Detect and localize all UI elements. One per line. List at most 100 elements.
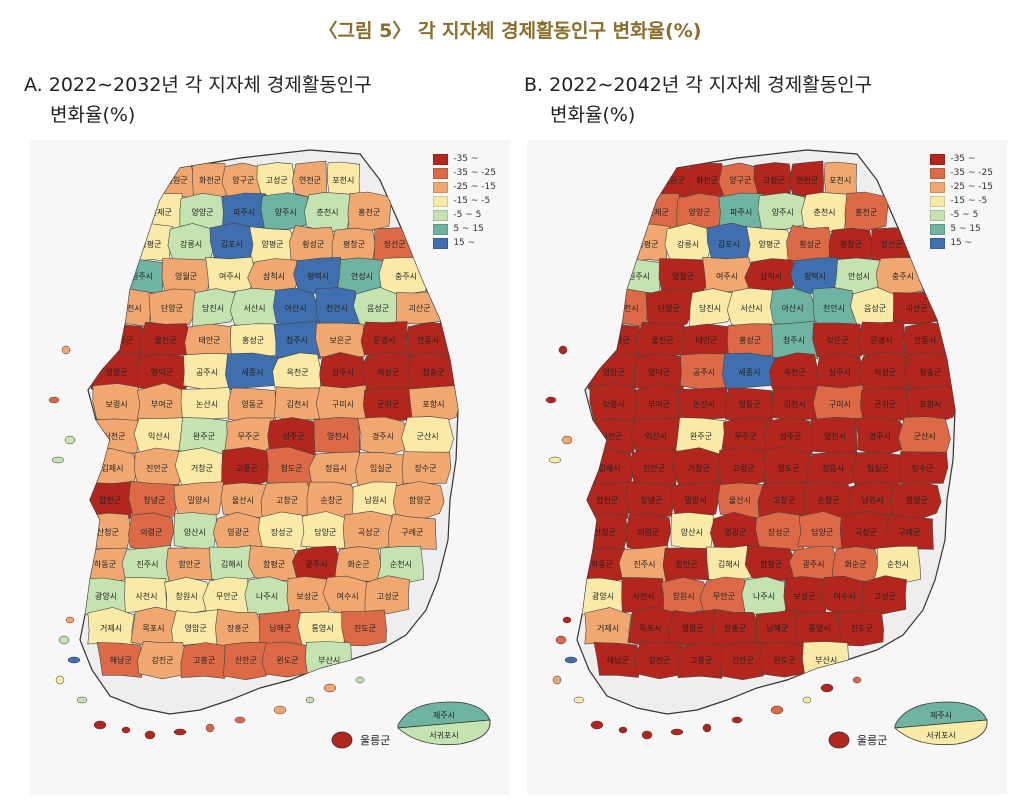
- region-label: 창녕군: [143, 496, 165, 505]
- island: [273, 705, 287, 715]
- region-label: 양양군: [688, 208, 710, 217]
- region-label: 익산시: [645, 431, 667, 441]
- region-label: 청주시: [286, 336, 308, 345]
- region-label: 안성시: [351, 271, 373, 281]
- region-label: 평택시: [804, 271, 826, 281]
- region-label: 하동군: [591, 559, 613, 569]
- region-단양군: [645, 288, 695, 328]
- region-label: 상주시: [829, 367, 851, 377]
- region-label: 김제시: [101, 463, 123, 473]
- region-label: 삼척시: [263, 271, 285, 281]
- island: [555, 635, 567, 645]
- region-진도군: [341, 609, 387, 647]
- region-청주시: [273, 320, 322, 360]
- region-label: 군산시: [914, 431, 936, 441]
- legend-swatch: [930, 223, 946, 235]
- region-label: 영동군: [241, 399, 263, 409]
- region-label: 광주시: [305, 559, 327, 569]
- legend-label: -15 ~ -5: [453, 196, 491, 206]
- region-label: 무안군: [713, 591, 735, 601]
- region-함양군: [392, 481, 445, 520]
- legend-item: -35 ~ -25: [930, 166, 993, 180]
- region-문경시: [360, 321, 409, 357]
- island: [641, 730, 653, 740]
- region-label: 영천시: [824, 431, 846, 441]
- region-label: 보령시: [603, 400, 625, 409]
- region-서귀포시: [894, 719, 988, 745]
- region-label: 통영시: [312, 623, 334, 633]
- region-label: 제천시: [617, 303, 639, 313]
- panel-a-title-line1: A. 2022∼2032년 각 지자체 경제활동인구: [24, 74, 372, 96]
- region-울릉군: [828, 731, 850, 749]
- region-당진시: [689, 288, 736, 327]
- region-label: 포항시: [919, 400, 941, 409]
- region-label: 괴산군: [408, 303, 430, 313]
- region-label: 영월군: [672, 271, 694, 281]
- legend-label: 5 ~ 15: [950, 224, 981, 234]
- legend-item: -35 ~ -25: [433, 166, 496, 180]
- region-label: 거창군: [191, 464, 213, 473]
- region-label: 청주시: [783, 336, 805, 345]
- island: [702, 723, 712, 733]
- legend-b: -35 ~ -35 ~ -25 -25 ~ -15 -15 ~ -5 -5 ~ 5 5 ~…: [930, 152, 993, 250]
- region-label: 당진시: [202, 303, 224, 313]
- island: [561, 435, 573, 445]
- region-label: 여주시: [716, 271, 738, 281]
- region-label: 함안군: [676, 559, 698, 569]
- jeju-label: 서귀포시: [926, 730, 955, 740]
- region-label: 충주시: [892, 272, 914, 281]
- region-label: 해남군: [110, 655, 132, 665]
- region-label: 구미시: [332, 400, 354, 409]
- region-label: 김천시: [784, 399, 806, 409]
- region-label: 목포시: [142, 624, 164, 633]
- figure-title: 〈그림 5〉 각 지자체 경제활동인구 변화율(%): [318, 20, 702, 42]
- island: [590, 720, 604, 730]
- island: [731, 716, 743, 724]
- region-label: 논산시: [693, 399, 715, 409]
- region-label: 영암군: [682, 623, 704, 633]
- region-label: 장흥군: [724, 623, 746, 633]
- legend-swatch: [433, 195, 449, 207]
- region-포항시: [905, 385, 955, 425]
- region-label: 광양시: [95, 591, 117, 601]
- legend-swatch: [930, 195, 946, 207]
- region-울릉군: [331, 731, 353, 749]
- region-label: 춘천시: [316, 207, 338, 217]
- region-label: 세종시: [738, 368, 760, 377]
- region-포항시: [408, 385, 458, 425]
- region-label: 양주시: [772, 208, 794, 217]
- region-label: 하동군: [94, 559, 116, 569]
- legend-item: -5 ~ 5: [930, 208, 993, 222]
- region-label: 양양군: [191, 208, 213, 217]
- panel-a-title-line2: 변화율(%): [50, 104, 136, 126]
- legend-swatch: [433, 237, 449, 249]
- region-label: 옥천군: [784, 367, 806, 377]
- region-label: 순천시: [390, 559, 412, 569]
- region-label: 김포시: [718, 239, 740, 249]
- region-label: 함안군: [179, 559, 201, 569]
- region-label: 부여군: [648, 399, 670, 409]
- region-label: 보은군: [827, 336, 849, 345]
- island: [121, 726, 131, 734]
- region-label: 영덕군: [648, 367, 670, 377]
- region-label: 곡성군: [855, 528, 877, 537]
- region-label: 안성시: [848, 271, 870, 281]
- region-label: 완주군: [690, 432, 712, 441]
- region-label: 무안군: [216, 591, 238, 601]
- region-label: 진주시: [136, 559, 158, 569]
- region-label: 김해시: [718, 559, 740, 569]
- region-label: 울산시: [232, 495, 254, 505]
- region-순천시: [377, 545, 424, 585]
- region-홍천군: [347, 191, 393, 232]
- region-label: 영양군: [603, 367, 625, 377]
- legend-label: -35 ~ -25: [950, 168, 993, 178]
- region-label: 세종시: [241, 368, 263, 377]
- island: [564, 656, 578, 664]
- region-label: 순창군: [320, 496, 342, 505]
- region-label: 평택시: [307, 271, 329, 281]
- region-label: 횡성군: [799, 239, 821, 249]
- ulleung-label: 울릉군: [857, 734, 887, 747]
- region-label: 천안시: [823, 303, 845, 313]
- legend-item: 15 ~: [930, 236, 993, 250]
